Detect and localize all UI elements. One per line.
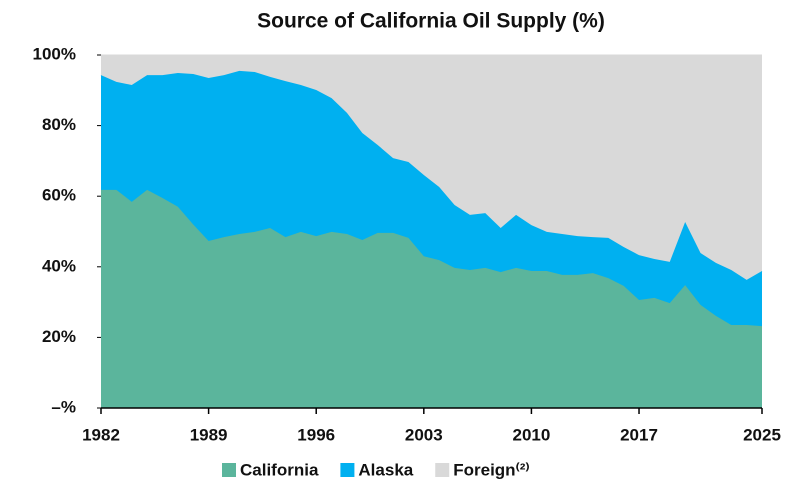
area-fill bbox=[101, 55, 762, 280]
legend-label: California bbox=[240, 460, 319, 479]
y-tick-label: 60% bbox=[42, 186, 76, 205]
x-tick-label: 2025 bbox=[743, 425, 781, 444]
legend-swatch bbox=[222, 463, 236, 477]
y-tick-label: –% bbox=[51, 397, 76, 416]
y-tick-label: 40% bbox=[42, 256, 76, 275]
legend-label: Alaska bbox=[358, 460, 413, 479]
x-tick-label: 2010 bbox=[513, 425, 551, 444]
x-tick-label: 2017 bbox=[620, 425, 658, 444]
area-fill bbox=[101, 70, 762, 327]
legend-swatch bbox=[435, 463, 450, 477]
x-tick-label: 1996 bbox=[297, 425, 335, 444]
legend-label: Foreign⁽²⁾ bbox=[453, 460, 529, 479]
x-tick-label: 1989 bbox=[190, 425, 228, 444]
chart-title: Source of California Oil Supply (%) bbox=[257, 10, 605, 33]
legend-swatch bbox=[340, 463, 355, 477]
x-tick-label: 2003 bbox=[405, 425, 443, 444]
y-tick-label: 80% bbox=[42, 115, 76, 134]
x-tick-label: 1982 bbox=[82, 425, 120, 444]
y-tick-label: 20% bbox=[42, 327, 76, 346]
area-fill bbox=[101, 189, 762, 408]
y-tick-label: 100% bbox=[33, 44, 76, 63]
